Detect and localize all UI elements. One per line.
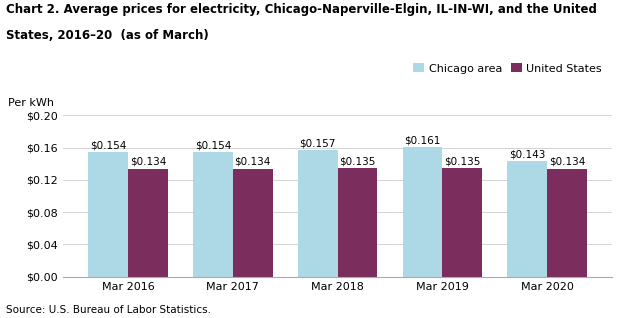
Text: $0.157: $0.157 [300,138,336,149]
Text: $0.134: $0.134 [129,157,166,167]
Text: $0.135: $0.135 [339,156,375,166]
Bar [442,168,482,277]
Legend: Chicago area, United States: Chicago area, United States [409,59,606,78]
Bar [547,169,587,277]
Bar [193,152,233,277]
Text: $0.134: $0.134 [235,157,271,167]
Bar [403,147,442,277]
Text: $0.161: $0.161 [404,135,440,145]
Text: Per kWh: Per kWh [8,98,54,108]
Text: States, 2016–20  (as of March): States, 2016–20 (as of March) [6,29,209,42]
Text: $0.134: $0.134 [549,157,586,167]
Text: $0.143: $0.143 [509,150,546,160]
Text: $0.135: $0.135 [444,156,481,166]
Bar [507,161,547,277]
Text: Source: U.S. Bureau of Labor Statistics.: Source: U.S. Bureau of Labor Statistics. [6,305,211,315]
Text: $0.154: $0.154 [90,141,126,151]
Bar [128,169,168,277]
Text: $0.154: $0.154 [194,141,231,151]
Bar [298,150,338,277]
Bar [338,168,377,277]
Bar [88,152,128,277]
Text: Chart 2. Average prices for electricity, Chicago-Naperville-Elgin, IL-IN-WI, and: Chart 2. Average prices for electricity,… [6,3,597,16]
Bar [233,169,273,277]
